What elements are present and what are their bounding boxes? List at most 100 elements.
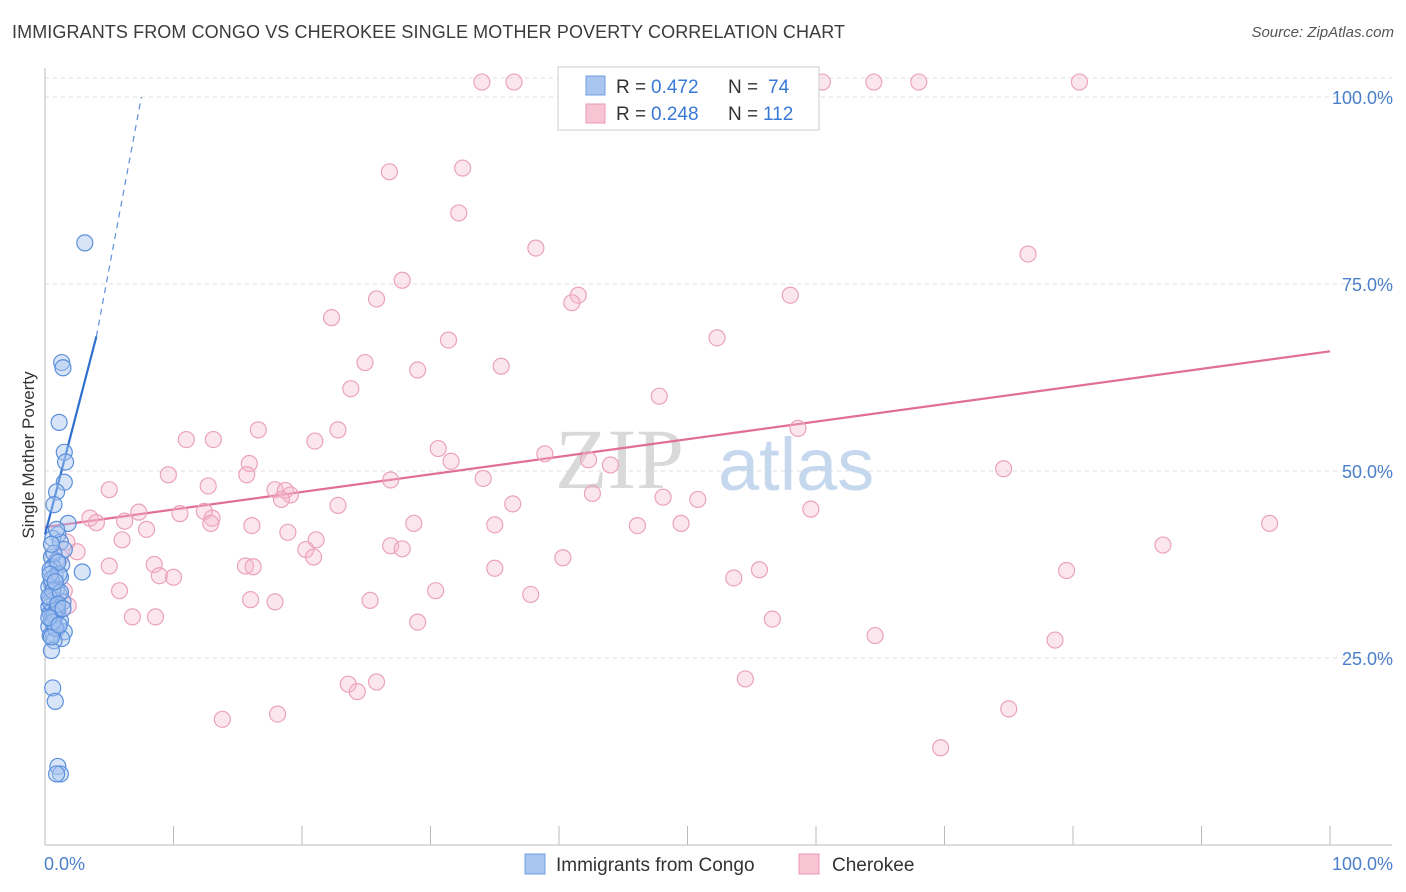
y-tick-labels: 25.0% 50.0% 75.0% 100.0% — [1332, 88, 1393, 669]
cherokee-point — [380, 163, 398, 181]
cherokee-point — [486, 559, 504, 577]
bottom-legend-label-cherokee: Cherokee — [832, 855, 914, 876]
cherokee-point — [492, 357, 510, 375]
legend-box: R = 0.472 N = 74 R = 0.248 N = 112 — [557, 66, 820, 131]
congo-point — [45, 496, 63, 514]
congo-point — [50, 616, 68, 634]
congo-point — [42, 628, 61, 646]
legend-n-label-congo: N = — [728, 77, 758, 98]
cherokee-point — [137, 520, 156, 538]
cherokee-point — [171, 505, 189, 523]
cherokee-point — [367, 290, 386, 308]
cherokee-point — [382, 471, 400, 489]
cherokee-point — [802, 500, 820, 518]
congo-points — [40, 234, 94, 783]
bottom-legend-label-congo: Immigrants from Congo — [556, 855, 755, 876]
source-credit: Source: ZipAtlas.com — [1251, 24, 1394, 41]
cherokee-point — [213, 710, 231, 728]
cherokee-point — [393, 540, 411, 558]
cherokee-point — [367, 673, 386, 691]
cherokee-point — [266, 593, 284, 611]
legend-n-value-cherokee: 112 — [763, 104, 793, 125]
legend-n-label-cherokee: N = — [728, 104, 758, 125]
cherokee-point — [177, 430, 195, 449]
bottom-legend: Immigrants from Congo Cherokee — [524, 853, 914, 876]
cherokee-point — [689, 490, 707, 509]
cherokee-point — [145, 555, 163, 574]
cherokee-point — [763, 610, 781, 628]
cherokee-point — [474, 469, 492, 488]
cherokee-point — [240, 454, 258, 473]
cherokee-point — [164, 568, 183, 586]
chart-title: IMMIGRANTS FROM CONGO VS CHEROKEE SINGLE… — [12, 22, 846, 42]
legend-r-value-cherokee: 0.248 — [651, 104, 699, 125]
congo-trend-line — [43, 336, 98, 535]
cherokee-point — [628, 517, 646, 535]
y-axis-label: Single Mother Poverty — [19, 371, 38, 539]
cherokee-point — [405, 514, 423, 532]
congo-point — [47, 765, 66, 783]
watermark-zip: ZIP — [555, 411, 684, 507]
axes — [44, 68, 1392, 846]
cherokee-point — [123, 608, 141, 626]
cherokee-point — [322, 309, 341, 327]
cherokee-point — [304, 548, 323, 566]
congo-point — [42, 535, 61, 553]
cherokee-point — [725, 569, 743, 587]
cherokee-point — [473, 73, 491, 91]
legend-n-value-congo: 74 — [768, 77, 790, 98]
cherokee-point — [505, 73, 523, 91]
cherokee-point — [146, 608, 165, 626]
cherokee-point — [554, 549, 572, 567]
cherokee-point — [159, 466, 177, 484]
cherokee-point — [87, 514, 106, 532]
cherokee-point — [110, 582, 129, 600]
cherokee-point — [242, 591, 260, 609]
congo-trend-extension — [95, 96, 142, 337]
cherokee-point — [781, 286, 799, 304]
cherokee-point — [932, 739, 950, 757]
cherokee-point — [113, 531, 131, 549]
y-tick-label: 75.0% — [1342, 275, 1393, 295]
cherokee-point — [244, 558, 262, 576]
cherokee-point — [563, 294, 581, 312]
cherokee-point — [454, 159, 472, 177]
cherokee-point — [279, 523, 297, 541]
congo-point — [50, 413, 68, 431]
cherokee-point — [522, 585, 540, 604]
cherokee-point — [486, 516, 504, 534]
cherokee-point — [1057, 561, 1076, 580]
congo-point — [49, 553, 67, 571]
x-tick-labels: 0.0% 100.0% — [44, 854, 1393, 874]
congo-point — [73, 563, 91, 581]
cherokee-point — [672, 514, 690, 532]
y-tick-label: 50.0% — [1342, 462, 1393, 482]
cherokee-point — [442, 452, 460, 470]
cherokee-point — [68, 543, 86, 561]
legend-r-label-congo: R = — [616, 77, 646, 98]
cherokee-point — [583, 484, 602, 503]
cherokee-point — [536, 445, 554, 463]
congo-point — [46, 692, 64, 710]
trend-lines — [43, 96, 1331, 535]
cherokee-point — [306, 432, 324, 450]
congo-point — [44, 679, 62, 697]
legend-r-value-congo: 0.472 — [651, 77, 699, 98]
cherokee-point — [527, 239, 545, 257]
bottom-legend-swatch-cherokee — [798, 853, 820, 875]
congo-point — [42, 641, 61, 660]
cherokee-point — [750, 561, 769, 579]
y-tick-label: 25.0% — [1342, 649, 1393, 669]
cherokee-point — [1046, 631, 1064, 649]
cherokee-point — [249, 421, 267, 439]
bottom-legend-swatch-congo — [524, 853, 546, 875]
cherokee-point — [504, 495, 522, 513]
cherokee-point — [202, 514, 220, 532]
cherokee-point — [329, 496, 347, 515]
cherokee-point — [866, 626, 884, 645]
cherokee-point — [238, 466, 256, 484]
cherokee-point — [1019, 245, 1037, 263]
cherokee-point — [100, 481, 118, 499]
cherokee-point — [736, 670, 754, 688]
